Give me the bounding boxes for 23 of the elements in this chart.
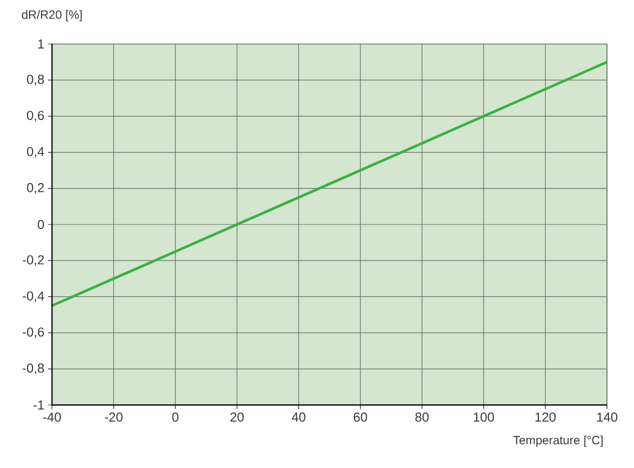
- x-tick-label: 60: [354, 412, 368, 422]
- y-tick-label: -0,4: [22, 291, 44, 302]
- y-axis-title: dR/R20 [%]: [22, 10, 82, 22]
- x-tick-label: 120: [536, 412, 556, 422]
- y-tick-label: 0,8: [26, 74, 44, 86]
- x-axis-title: Temperature [°C]: [513, 436, 603, 447]
- y-tick-label: 1: [38, 40, 44, 48]
- y-tick-label: 0,2: [26, 183, 44, 194]
- x-tick-label: 100: [474, 412, 494, 422]
- x-tick-label: -20: [104, 412, 123, 422]
- y-tick-label: -0,2: [22, 255, 44, 266]
- x-tick-label: 0: [172, 412, 178, 422]
- x-tick-label: 80: [415, 412, 429, 422]
- y-tick-label: 0,6: [26, 110, 44, 122]
- x-tick-label: 20: [230, 412, 244, 422]
- y-tick-label: -0,6: [22, 327, 44, 338]
- y-tick-label: 0,4: [26, 146, 44, 158]
- x-tick-label: -40: [43, 412, 61, 422]
- y-tick-label: -0,8: [22, 364, 44, 374]
- x-tick-label: 40: [292, 412, 306, 422]
- x-tick-label: 140: [597, 412, 618, 422]
- y-tick-label: -1: [34, 400, 44, 410]
- y-tick-label: 0: [38, 220, 44, 230]
